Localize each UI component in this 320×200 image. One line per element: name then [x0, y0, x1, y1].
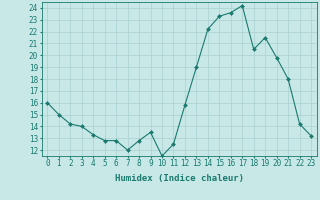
X-axis label: Humidex (Indice chaleur): Humidex (Indice chaleur): [115, 174, 244, 183]
